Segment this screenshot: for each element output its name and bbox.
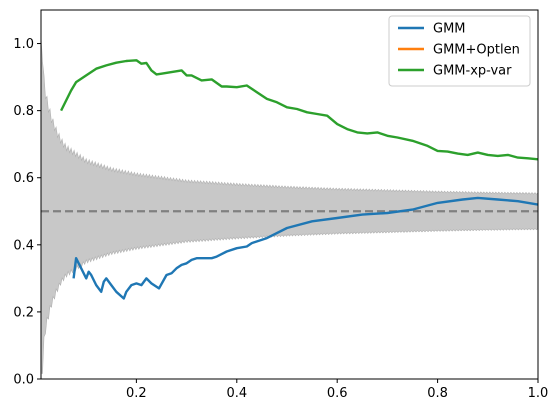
y-tick-label: 1.0: [13, 37, 34, 52]
confidence-band: [41, 35, 538, 374]
series-line-gmm: [72, 196, 538, 300]
legend-label: GMM: [433, 22, 466, 37]
x-tick-label: 0.6: [327, 386, 348, 401]
series-line-gmm-xp-var: [60, 59, 538, 161]
axes: 0.2 0.4 0.6 0.8 1.0 0.0 0.2 0.4 0.6 0.8 1.0: [13, 9, 549, 401]
x-tick-label: 0.2: [126, 386, 147, 401]
legend-box: [388, 15, 531, 87]
legend-label: GMM+Optlen: [433, 43, 520, 58]
plot-area: [41, 35, 538, 374]
y-tick-label: 0.4: [13, 238, 34, 253]
legend: GMM GMM+Optlen GMM-xp-var: [388, 15, 531, 87]
plot-clipped-group: [41, 35, 538, 374]
y-tick-label: 0.0: [13, 373, 34, 388]
y-tick-label: 0.2: [13, 305, 34, 320]
legend-label: GMM-xp-var: [433, 64, 512, 79]
x-tick-label: 0.4: [226, 386, 247, 401]
x-tick-label: 1.0: [528, 386, 549, 401]
x-tick-label: 0.8: [427, 386, 448, 401]
y-tick-label: 0.6: [13, 171, 34, 186]
y-tick-label: 0.8: [13, 104, 34, 119]
plot-frame: [40, 9, 539, 380]
